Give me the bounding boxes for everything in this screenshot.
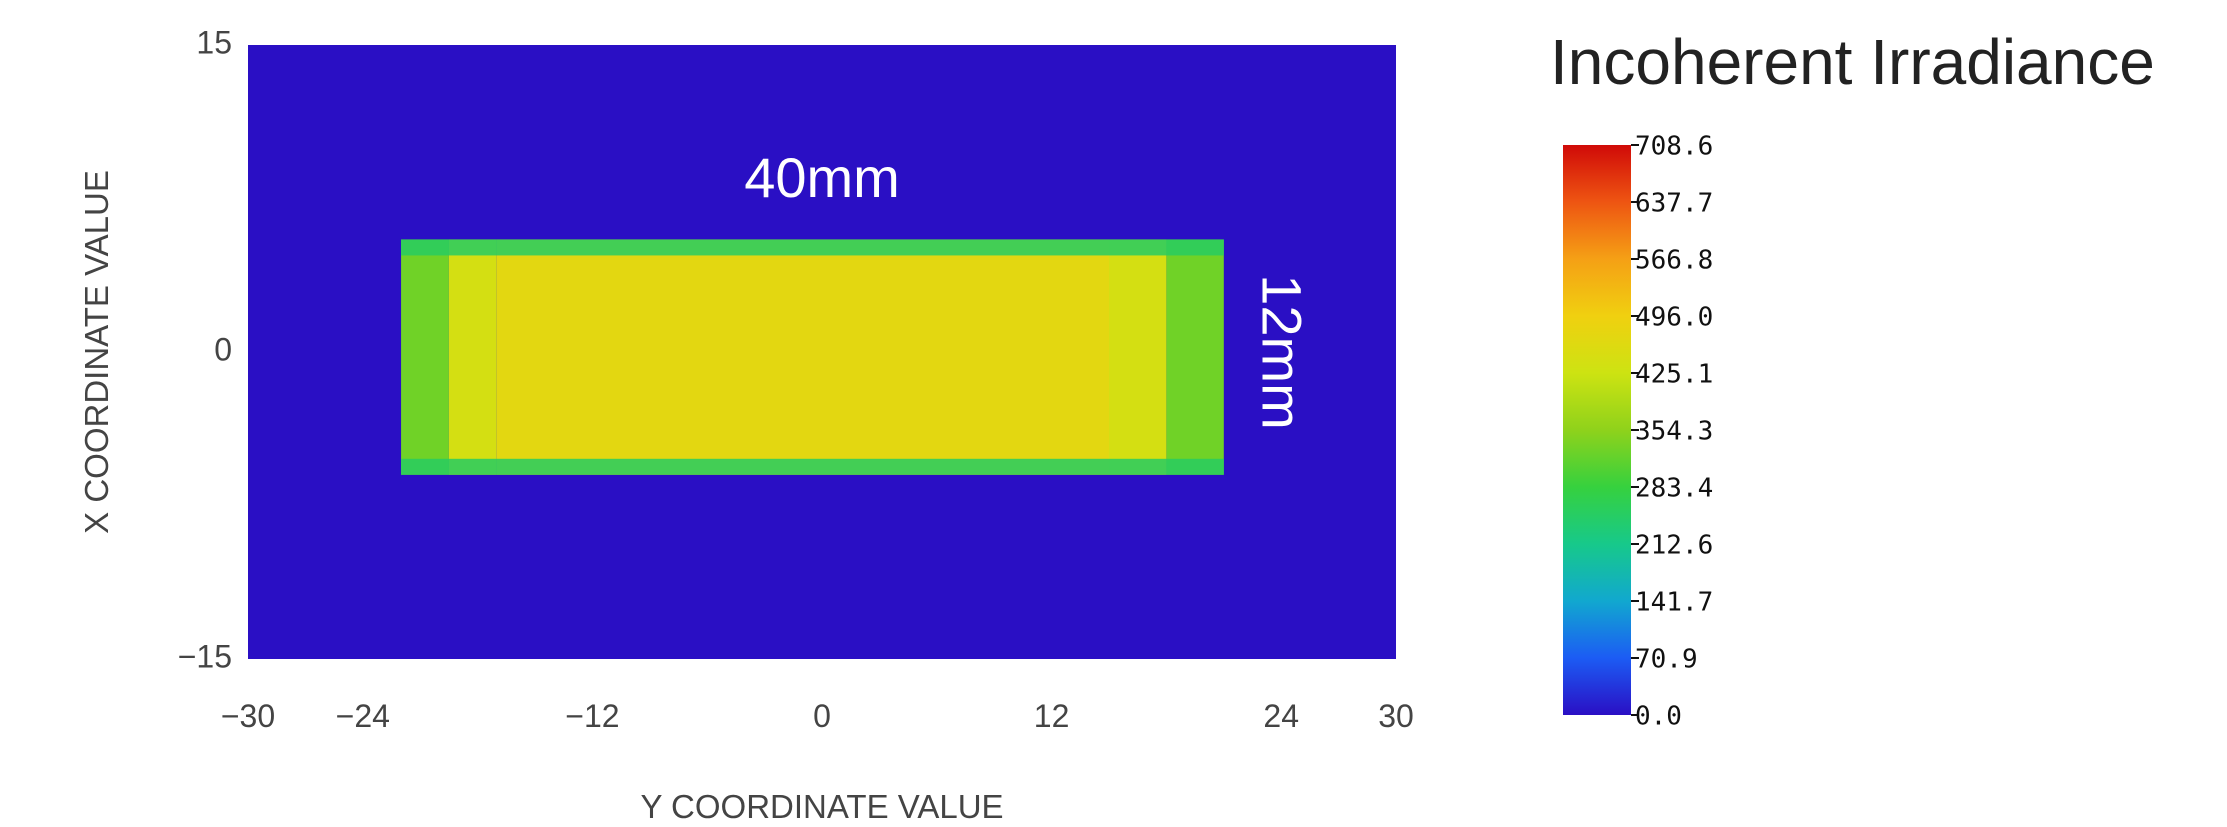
x-tick-label: 0 bbox=[813, 698, 831, 734]
heatmap-region-4 bbox=[1166, 239, 1224, 475]
colorbar-gradient bbox=[1563, 145, 1631, 715]
x-axis-title: Y COORDINATE VALUE bbox=[640, 788, 1003, 825]
colorbar-tick-label: 0.0 bbox=[1635, 702, 1682, 732]
dimension-label-0: 40mm bbox=[744, 146, 900, 209]
x-tick-label: 12 bbox=[1034, 698, 1070, 734]
x-tick-label: −30 bbox=[221, 698, 275, 734]
heatmap-edge-top bbox=[401, 239, 1224, 256]
x-tick-label: 24 bbox=[1263, 698, 1299, 734]
colorbar-tick-label: 496.0 bbox=[1635, 303, 1713, 333]
heatmap-region-2 bbox=[496, 239, 1109, 475]
y-tick-label: 15 bbox=[196, 24, 232, 60]
colorbar: Incoherent Irradiance 708.6 637.7 566.8 496.… bbox=[1550, 26, 2155, 732]
heatmap-region-3 bbox=[1109, 239, 1167, 475]
colorbar-tick-label: 283.4 bbox=[1635, 474, 1713, 504]
plot-area: 40mm 12mm bbox=[248, 45, 1396, 659]
colorbar-tick-label: 212.6 bbox=[1635, 531, 1713, 561]
y-tick-label: 0 bbox=[214, 331, 232, 367]
colorbar-tick-label: 708.6 bbox=[1635, 132, 1713, 162]
dimension-label-1: 12mm bbox=[1251, 274, 1314, 430]
colorbar-tick-label: 566.8 bbox=[1635, 246, 1713, 276]
colorbar-tick-label: 425.1 bbox=[1635, 360, 1713, 390]
x-tick-label: −12 bbox=[565, 698, 619, 734]
heatmap-edge-bottom bbox=[401, 458, 1224, 475]
colorbar-tick-label: 354.3 bbox=[1635, 417, 1713, 447]
x-tick-label: −24 bbox=[336, 698, 390, 734]
y-tick-label: −15 bbox=[178, 638, 232, 674]
heatmap-region-1 bbox=[448, 239, 497, 475]
colorbar-title: Incoherent Irradiance bbox=[1550, 26, 2155, 98]
x-tick-label: 30 bbox=[1378, 698, 1414, 734]
colorbar-tick-label: 70.9 bbox=[1635, 645, 1698, 675]
axes: −30 −24 −12 0 12 24 30 15 0 −15 Y COORDINATE VALUE… bbox=[78, 24, 1414, 825]
heatmap-region-0 bbox=[401, 239, 449, 475]
colorbar-tick-label: 637.7 bbox=[1635, 189, 1713, 219]
y-axis-title: X COORDINATE VALUE bbox=[78, 170, 115, 534]
colorbar-tick-label: 141.7 bbox=[1635, 588, 1713, 618]
